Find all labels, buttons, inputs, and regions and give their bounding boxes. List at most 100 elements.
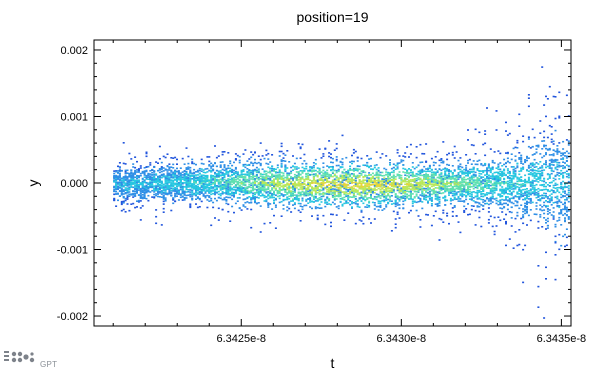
density-cell bbox=[153, 170, 156, 173]
density-cell bbox=[307, 175, 310, 178]
density-cell bbox=[292, 188, 294, 191]
density-cell bbox=[476, 186, 479, 189]
density-cell bbox=[326, 188, 329, 191]
density-cell bbox=[427, 200, 429, 203]
density-cell bbox=[385, 199, 388, 201]
density-cell bbox=[155, 215, 158, 218]
density-cell bbox=[453, 170, 456, 172]
density-cell bbox=[202, 174, 205, 177]
density-cell bbox=[212, 201, 215, 204]
density-cell bbox=[206, 178, 209, 180]
density-cell bbox=[187, 162, 190, 165]
density-cell bbox=[297, 195, 300, 197]
density-cell bbox=[195, 171, 197, 173]
density-cell bbox=[366, 155, 369, 157]
density-cell bbox=[436, 182, 439, 184]
density-cell bbox=[187, 168, 190, 170]
density-cell bbox=[398, 185, 401, 188]
density-cell bbox=[467, 183, 469, 186]
density-cell bbox=[278, 175, 281, 177]
density-cell bbox=[351, 191, 353, 194]
density-cell bbox=[335, 158, 338, 161]
density-cell bbox=[280, 160, 283, 163]
density-cell bbox=[234, 158, 237, 160]
density-cell bbox=[351, 173, 353, 175]
density-cell bbox=[217, 207, 220, 210]
density-cell bbox=[451, 192, 454, 195]
density-cell bbox=[166, 169, 169, 171]
density-cell bbox=[293, 183, 296, 186]
density-cell bbox=[381, 193, 384, 196]
density-cell bbox=[345, 171, 348, 174]
density-cell bbox=[297, 143, 300, 145]
density-cell bbox=[221, 193, 224, 195]
density-cell bbox=[373, 198, 376, 200]
density-cell bbox=[295, 171, 298, 173]
density-cell bbox=[126, 192, 129, 194]
density-cell bbox=[368, 166, 371, 169]
density-cell bbox=[274, 189, 277, 191]
density-cell bbox=[155, 186, 158, 189]
density-cell bbox=[309, 189, 312, 191]
density-cell bbox=[396, 187, 399, 190]
density-cell bbox=[195, 194, 197, 197]
density-cell bbox=[461, 170, 464, 172]
density-cell bbox=[120, 203, 123, 206]
density-cell bbox=[200, 186, 203, 188]
density-cell bbox=[202, 183, 205, 185]
density-cell bbox=[240, 191, 243, 193]
density-cell bbox=[223, 174, 226, 177]
density-cell bbox=[238, 161, 241, 164]
density-cell bbox=[141, 187, 144, 190]
density-cell bbox=[221, 208, 224, 211]
density-cell bbox=[312, 173, 315, 176]
density-cell bbox=[267, 152, 270, 155]
density-cell bbox=[362, 186, 365, 188]
density-cell bbox=[250, 173, 253, 175]
density-cell bbox=[248, 190, 251, 193]
density-cell bbox=[242, 169, 245, 172]
density-cell bbox=[373, 180, 376, 182]
density-cell bbox=[472, 173, 475, 176]
density-cell bbox=[223, 187, 226, 190]
density-cell bbox=[349, 174, 352, 177]
density-cell bbox=[273, 193, 275, 196]
density-cell bbox=[421, 174, 424, 177]
density-cell bbox=[440, 158, 443, 160]
density-cell bbox=[210, 181, 213, 183]
density-cell bbox=[411, 189, 414, 191]
density-cell bbox=[311, 166, 313, 168]
density-cell bbox=[290, 194, 293, 197]
density-cell bbox=[322, 191, 325, 194]
density-cell bbox=[252, 184, 255, 187]
density-cell bbox=[423, 175, 426, 177]
density-cell bbox=[236, 175, 239, 178]
density-cell bbox=[214, 162, 216, 164]
density-cell bbox=[128, 193, 131, 196]
density-cell bbox=[364, 199, 367, 201]
density-cell bbox=[158, 145, 161, 148]
density-cell bbox=[476, 176, 479, 179]
density-cell bbox=[305, 163, 308, 165]
density-cell bbox=[200, 158, 203, 161]
density-cell bbox=[309, 166, 312, 169]
density-cell bbox=[419, 185, 422, 187]
density-cell bbox=[463, 211, 466, 213]
density-cell bbox=[457, 174, 460, 177]
density-cell bbox=[343, 184, 346, 187]
density-cell bbox=[465, 178, 468, 181]
density-cell bbox=[406, 178, 409, 180]
density-cell bbox=[455, 191, 458, 194]
density-cell bbox=[193, 178, 196, 181]
density-cell bbox=[273, 185, 275, 187]
density-cell bbox=[181, 157, 184, 160]
density-cell bbox=[177, 173, 180, 175]
density-cell bbox=[438, 196, 441, 199]
density-cell bbox=[151, 196, 154, 198]
density-cell bbox=[200, 177, 203, 180]
density-cell bbox=[183, 163, 186, 165]
density-cell bbox=[122, 202, 125, 204]
density-cell bbox=[233, 181, 235, 183]
density-cell bbox=[330, 166, 332, 168]
